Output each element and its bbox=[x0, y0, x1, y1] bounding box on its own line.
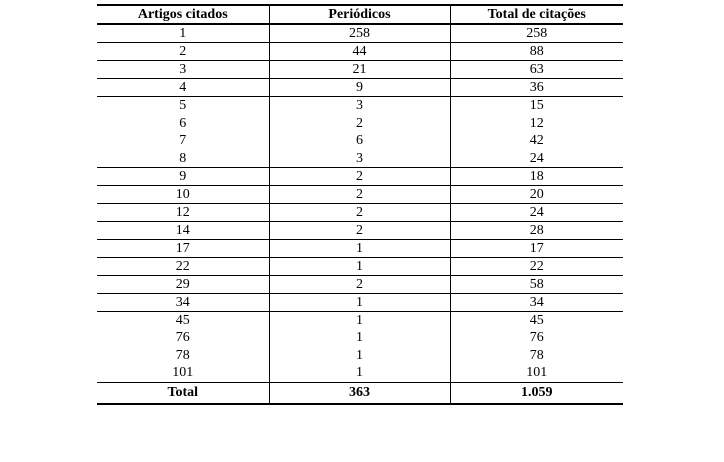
artigos-citados-cell: 10 bbox=[175, 186, 190, 202]
periodicos-cell: 9 bbox=[268, 78, 450, 97]
artigos-citados-cell: 22 bbox=[175, 258, 190, 274]
total-citacoes-cell: 258 bbox=[449, 24, 623, 43]
table-row: 4 9 36 bbox=[97, 78, 623, 97]
table-row: 8 3 24 bbox=[97, 149, 623, 168]
periodicos-cell: 2 bbox=[268, 221, 450, 240]
artigos-citados-cell: 8 bbox=[179, 150, 187, 166]
table-row: 3 21 63 bbox=[97, 60, 623, 79]
total-citacoes-cell: 42 bbox=[449, 131, 623, 150]
periodicos-cell: 1 bbox=[268, 239, 450, 258]
total-citacoes-cell: 58 bbox=[449, 275, 623, 294]
table-row: 101 1 101 bbox=[97, 364, 623, 382]
total-citacoes-cell: 78 bbox=[449, 346, 623, 365]
periodicos-cell: 21 bbox=[268, 60, 450, 79]
citations-table: Artigos citados Periódicos Total de cita… bbox=[97, 4, 623, 405]
col-header-total-citacoes: Total de citações bbox=[449, 5, 623, 24]
table-body: 1 258 258 2 44 88 3 21 63 4 9 36 5 3 15 6 2 12 7 6 42 8 3 24 9 2 1… bbox=[97, 24, 623, 382]
periodicos-cell: 1 bbox=[268, 293, 450, 312]
total-citacoes-cell: 17 bbox=[449, 239, 623, 258]
total-citacoes-cell: 88 bbox=[449, 42, 623, 61]
table-row: 7 6 42 bbox=[97, 131, 623, 150]
artigos-citados-cell: 9 bbox=[179, 168, 187, 184]
periodicos-cell: 2 bbox=[268, 185, 450, 204]
periodicos-cell: 2 bbox=[268, 203, 450, 222]
total-citacoes-cell: 20 bbox=[449, 185, 623, 204]
table-row: 6 2 12 bbox=[97, 114, 623, 132]
periodicos-cell: 1 bbox=[268, 328, 450, 347]
artigos-citados-cell: 34 bbox=[175, 294, 190, 310]
col-header-periodicos: Periódicos bbox=[268, 5, 450, 24]
artigos-citados-cell: 1 bbox=[179, 26, 187, 41]
artigos-citados-cell: 76 bbox=[175, 330, 190, 346]
artigos-citados-cell: 12 bbox=[175, 204, 190, 220]
table-row: 17 1 17 bbox=[97, 239, 623, 258]
table-row: 14 2 28 bbox=[97, 221, 623, 240]
total-citacoes-cell: 28 bbox=[449, 221, 623, 240]
periodicos-cell: 3 bbox=[268, 96, 450, 115]
periodicos-cell: 2 bbox=[268, 167, 450, 186]
total-citacoes-cell: 45 bbox=[449, 311, 623, 329]
periodicos-cell: 6 bbox=[268, 131, 450, 150]
artigos-citados-cell: 6 bbox=[179, 115, 187, 131]
periodicos-cell: 2 bbox=[268, 114, 450, 132]
total-citacoes-cell: 36 bbox=[449, 78, 623, 97]
artigos-citados-cell: 5 bbox=[179, 98, 187, 114]
footer-periodicos-total: 363 bbox=[268, 382, 450, 404]
periodicos-cell: 258 bbox=[268, 24, 450, 43]
footer-total-label: Total bbox=[167, 385, 199, 401]
artigos-citados-cell: 3 bbox=[179, 62, 187, 77]
table-row: 22 1 22 bbox=[97, 257, 623, 276]
artigos-citados-cell: 45 bbox=[175, 312, 190, 328]
total-citacoes-cell: 24 bbox=[449, 203, 623, 222]
total-citacoes-cell: 22 bbox=[449, 257, 623, 276]
col-header-artigos-citados: Artigos citados bbox=[137, 7, 228, 22]
periodicos-cell: 1 bbox=[268, 311, 450, 329]
table-row: 34 1 34 bbox=[97, 293, 623, 312]
artigos-citados-cell: 4 bbox=[179, 80, 187, 95]
artigos-citados-cell: 17 bbox=[175, 240, 190, 256]
total-citacoes-cell: 24 bbox=[449, 149, 623, 168]
footer-citacoes-total: 1.059 bbox=[449, 382, 623, 404]
artigos-citados-cell: 29 bbox=[175, 276, 190, 292]
table-row: 76 1 76 bbox=[97, 328, 623, 347]
table-row: 10 2 20 bbox=[97, 185, 623, 204]
artigos-citados-cell: 101 bbox=[172, 365, 194, 381]
periodicos-cell: 1 bbox=[268, 257, 450, 276]
table-row: 1 258 258 bbox=[97, 24, 623, 43]
total-citacoes-cell: 101 bbox=[449, 364, 623, 382]
artigos-citados-cell: 7 bbox=[179, 133, 187, 149]
table-row: 29 2 58 bbox=[97, 275, 623, 294]
periodicos-cell: 2 bbox=[268, 275, 450, 294]
total-citacoes-cell: 18 bbox=[449, 167, 623, 186]
table-row: 9 2 18 bbox=[97, 167, 623, 186]
artigos-citados-cell: 14 bbox=[175, 222, 190, 238]
artigos-citados-cell: 78 bbox=[175, 347, 190, 363]
artigos-citados-cell: 2 bbox=[179, 44, 187, 59]
total-citacoes-cell: 34 bbox=[449, 293, 623, 312]
total-citacoes-cell: 63 bbox=[449, 60, 623, 79]
table-row: 2 44 88 bbox=[97, 42, 623, 61]
table-header-row: Artigos citados Periódicos Total de cita… bbox=[97, 5, 623, 24]
table-row: 12 2 24 bbox=[97, 203, 623, 222]
table-row: 45 1 45 bbox=[97, 311, 623, 329]
table-row: 5 3 15 bbox=[97, 96, 623, 115]
table-footer-row: Total 363 1.059 bbox=[97, 382, 623, 404]
total-citacoes-cell: 12 bbox=[449, 114, 623, 132]
total-citacoes-cell: 76 bbox=[449, 328, 623, 347]
periodicos-cell: 3 bbox=[268, 149, 450, 168]
periodicos-cell: 44 bbox=[268, 42, 450, 61]
periodicos-cell: 1 bbox=[268, 346, 450, 365]
total-citacoes-cell: 15 bbox=[449, 96, 623, 115]
table-row: 78 1 78 bbox=[97, 346, 623, 365]
periodicos-cell: 1 bbox=[268, 364, 450, 382]
